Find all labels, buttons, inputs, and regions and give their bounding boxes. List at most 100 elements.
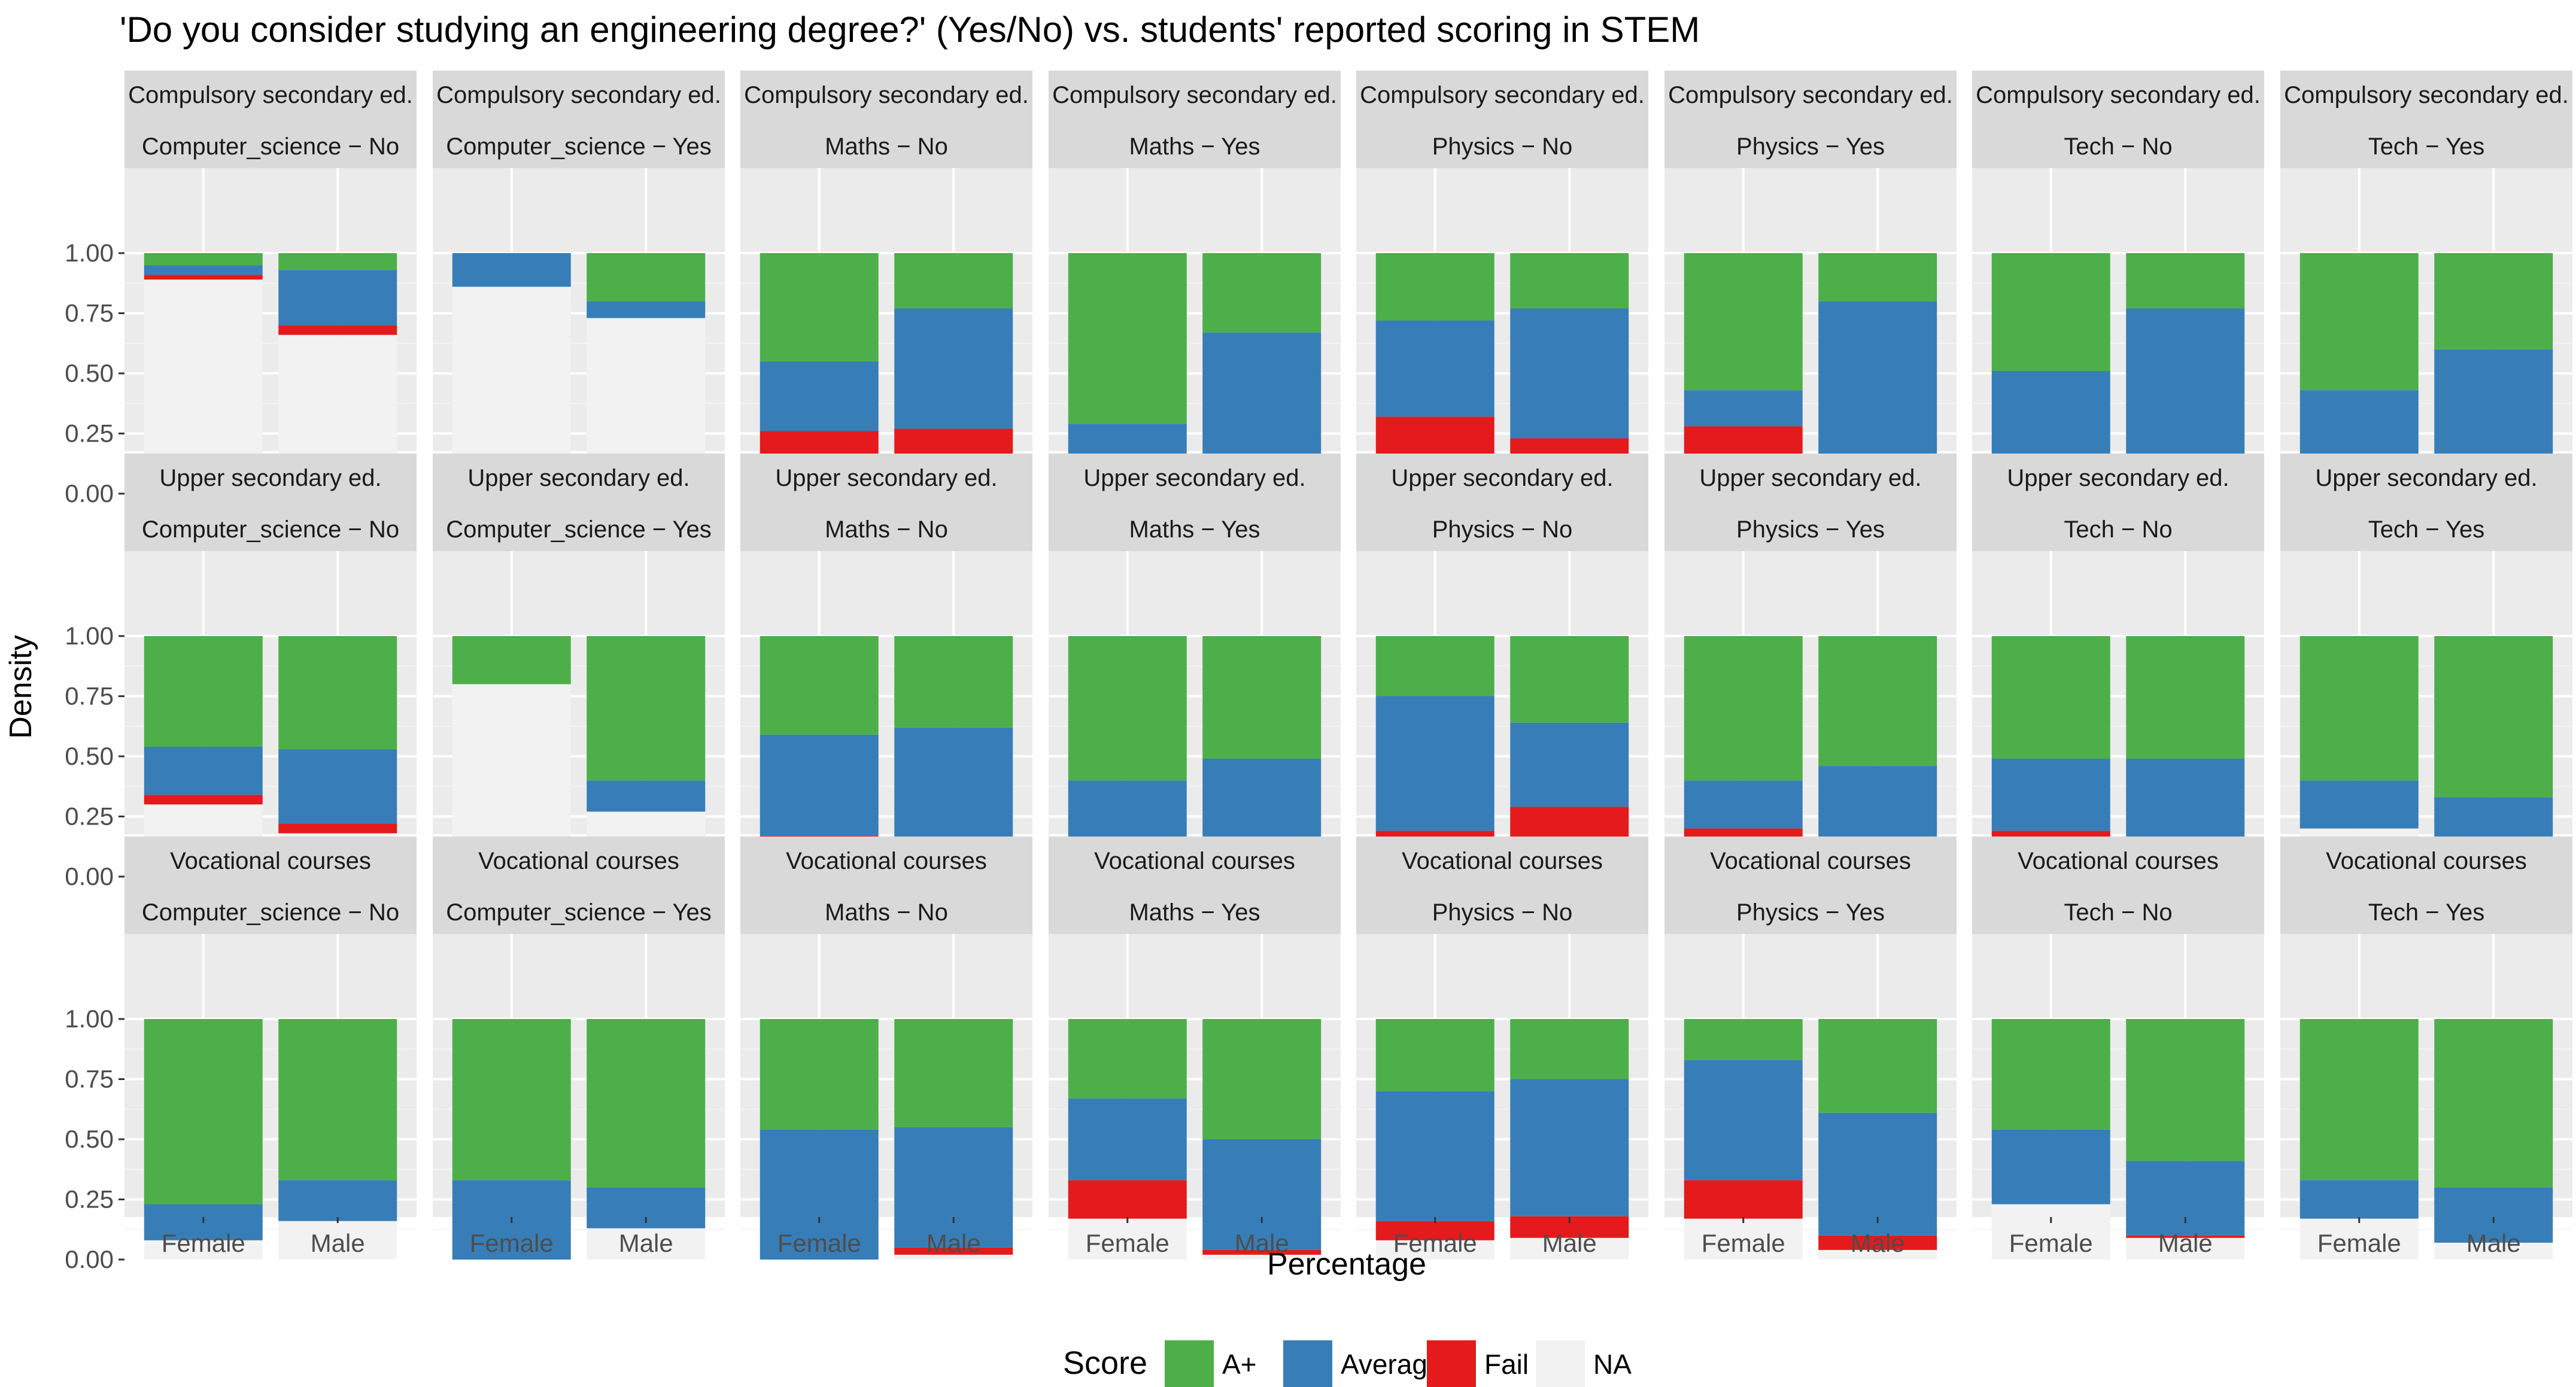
bar-segment-aplus	[2434, 253, 2553, 349]
bar-segment-fail	[894, 1247, 1013, 1255]
bar-segment-average	[278, 749, 397, 824]
bar-segment-aplus	[1375, 636, 1494, 696]
bar-segment-fail	[278, 325, 397, 335]
facet-row-label: Vocational courses	[2018, 848, 2219, 874]
bar-segment-na	[144, 1240, 263, 1260]
legend-item: NA	[1536, 1340, 1632, 1387]
bar-segment-average	[2126, 759, 2245, 838]
bar-segment-fail	[278, 823, 397, 834]
bar-segment-aplus	[1375, 1019, 1494, 1091]
legend-label: NA	[1593, 1349, 1632, 1380]
bar-segment-fail	[1684, 1180, 1803, 1219]
facet-panel: Compulsory secondary ed. Tech − Yes	[2280, 71, 2572, 495]
facet-row-label: Upper secondary ed.	[1391, 465, 1613, 491]
facet-col-label: Maths − No	[825, 899, 948, 926]
y-tick-label: 0.50	[65, 1125, 114, 1153]
bar-segment-average	[2434, 349, 2553, 463]
x-tick-label: Female	[1702, 1229, 1785, 1257]
bar-segment-average	[1818, 301, 1937, 479]
bar-segment-aplus	[2299, 253, 2419, 391]
bar-segment-aplus	[1510, 636, 1629, 723]
y-tick-label: 0.25	[65, 802, 114, 831]
facet-panel: Compulsory secondary ed. Tech − No	[1972, 71, 2264, 495]
facet-row-label: Vocational courses	[1710, 848, 1911, 874]
bar-segment-aplus	[1202, 1019, 1322, 1139]
bar-segment-average	[760, 361, 879, 431]
facet-row-label: Compulsory secondary ed.	[1052, 82, 1337, 108]
facet-strip	[1356, 71, 1648, 168]
x-tick-label: Male	[926, 1229, 981, 1257]
facet-strip	[1972, 71, 2264, 168]
bar-segment-na	[1068, 1218, 1187, 1260]
bar-segment-aplus	[894, 1019, 1013, 1127]
bar-segment-aplus	[1202, 253, 1322, 333]
facet-strip	[1664, 71, 1957, 168]
bar-segment-fail	[144, 275, 263, 280]
legend-item: Fail	[1427, 1340, 1529, 1387]
y-tick-label: 0.25	[65, 419, 114, 448]
bar-segment-aplus	[1510, 1019, 1629, 1079]
facet-col-label: Maths − No	[825, 516, 948, 543]
bar-segment-na	[1818, 1249, 1937, 1260]
facet-panel: Vocational courses Maths − No	[740, 837, 1032, 1261]
y-tick-label: 0.75	[65, 682, 114, 710]
facet-panel: Vocational courses Physics − No	[1356, 837, 1648, 1261]
bar-segment-average	[144, 265, 263, 275]
facet-panel: Compulsory secondary ed. Computer_science…	[433, 71, 725, 495]
bar-segment-aplus	[2434, 1019, 2553, 1188]
bar-segment-aplus	[1991, 1019, 2110, 1130]
legend-key	[1165, 1340, 1214, 1387]
bar-segment-average	[1375, 1091, 1494, 1221]
bar-segment-aplus	[587, 636, 706, 781]
facet-panel: Compulsory secondary ed. Physics − Yes	[1664, 71, 1957, 495]
x-tick-label: Male	[1542, 1229, 1597, 1257]
bar-segment-na	[587, 1228, 706, 1260]
bar-segment-average	[1684, 1060, 1803, 1181]
facet-col-label: Tech − No	[2064, 516, 2172, 543]
facet-col-label: Physics − No	[1432, 899, 1573, 926]
bar-segment-aplus	[760, 636, 879, 735]
facet-strip	[1664, 454, 1957, 551]
facet-strip	[1356, 454, 1648, 551]
x-tick-label: Female	[777, 1229, 861, 1257]
facet-panel: Upper secondary ed. Tech − Yes	[2280, 454, 2572, 878]
x-tick-label: Female	[1393, 1229, 1477, 1257]
facet-strip	[1049, 454, 1341, 551]
x-tick-label: Male	[311, 1229, 365, 1257]
bar-segment-fail	[1068, 1180, 1187, 1219]
bar-segment-aplus	[144, 636, 263, 747]
y-tick-label: 1.00	[65, 622, 114, 650]
x-tick-label: Female	[2009, 1229, 2093, 1257]
legend-key	[1427, 1340, 1476, 1387]
facet-panel: Upper secondary ed. Computer_science − Ye…	[433, 454, 725, 878]
facet-row-label: Upper secondary ed.	[775, 465, 997, 491]
facet-col-label: Maths − Yes	[1129, 133, 1260, 160]
x-tick-label: Female	[470, 1229, 554, 1257]
y-axes: 0.00 0.25 0.50 0.75 1.00 0.00 0.25 0.50 0.75 1.00…	[65, 239, 124, 1273]
x-tick-label: Male	[2158, 1229, 2213, 1257]
bar-segment-aplus	[587, 253, 706, 302]
facet-panel: Upper secondary ed. Tech − No	[1972, 454, 2264, 878]
facet-row-label: Vocational courses	[478, 848, 679, 874]
bar-segment-aplus	[894, 253, 1013, 309]
facet-col-label: Maths − Yes	[1129, 516, 1260, 543]
bar-segment-aplus	[1068, 636, 1187, 781]
x-tick-label: Male	[1851, 1229, 1905, 1257]
x-tick-label: Male	[619, 1229, 673, 1257]
facet-col-label: Tech − No	[2064, 133, 2172, 160]
legend-label: Average	[1341, 1349, 1443, 1380]
facet-panel: Upper secondary ed. Maths − No	[740, 454, 1032, 878]
bar-segment-average	[2126, 1161, 2245, 1236]
bar-segment-average	[144, 746, 263, 795]
y-tick-label: 0.50	[65, 359, 114, 387]
bar-segment-average	[452, 253, 571, 287]
x-tick-label: Female	[162, 1229, 245, 1257]
facet-strip	[124, 454, 417, 551]
facet-row-label: Compulsory secondary ed.	[1976, 82, 2261, 108]
facet-row-label: Compulsory secondary ed.	[436, 82, 721, 108]
bar-segment-average	[2434, 1187, 2553, 1243]
bar-segment-average	[2126, 308, 2245, 470]
bar-segment-aplus	[1991, 636, 2110, 759]
facet-row-label: Compulsory secondary ed.	[2284, 82, 2569, 108]
